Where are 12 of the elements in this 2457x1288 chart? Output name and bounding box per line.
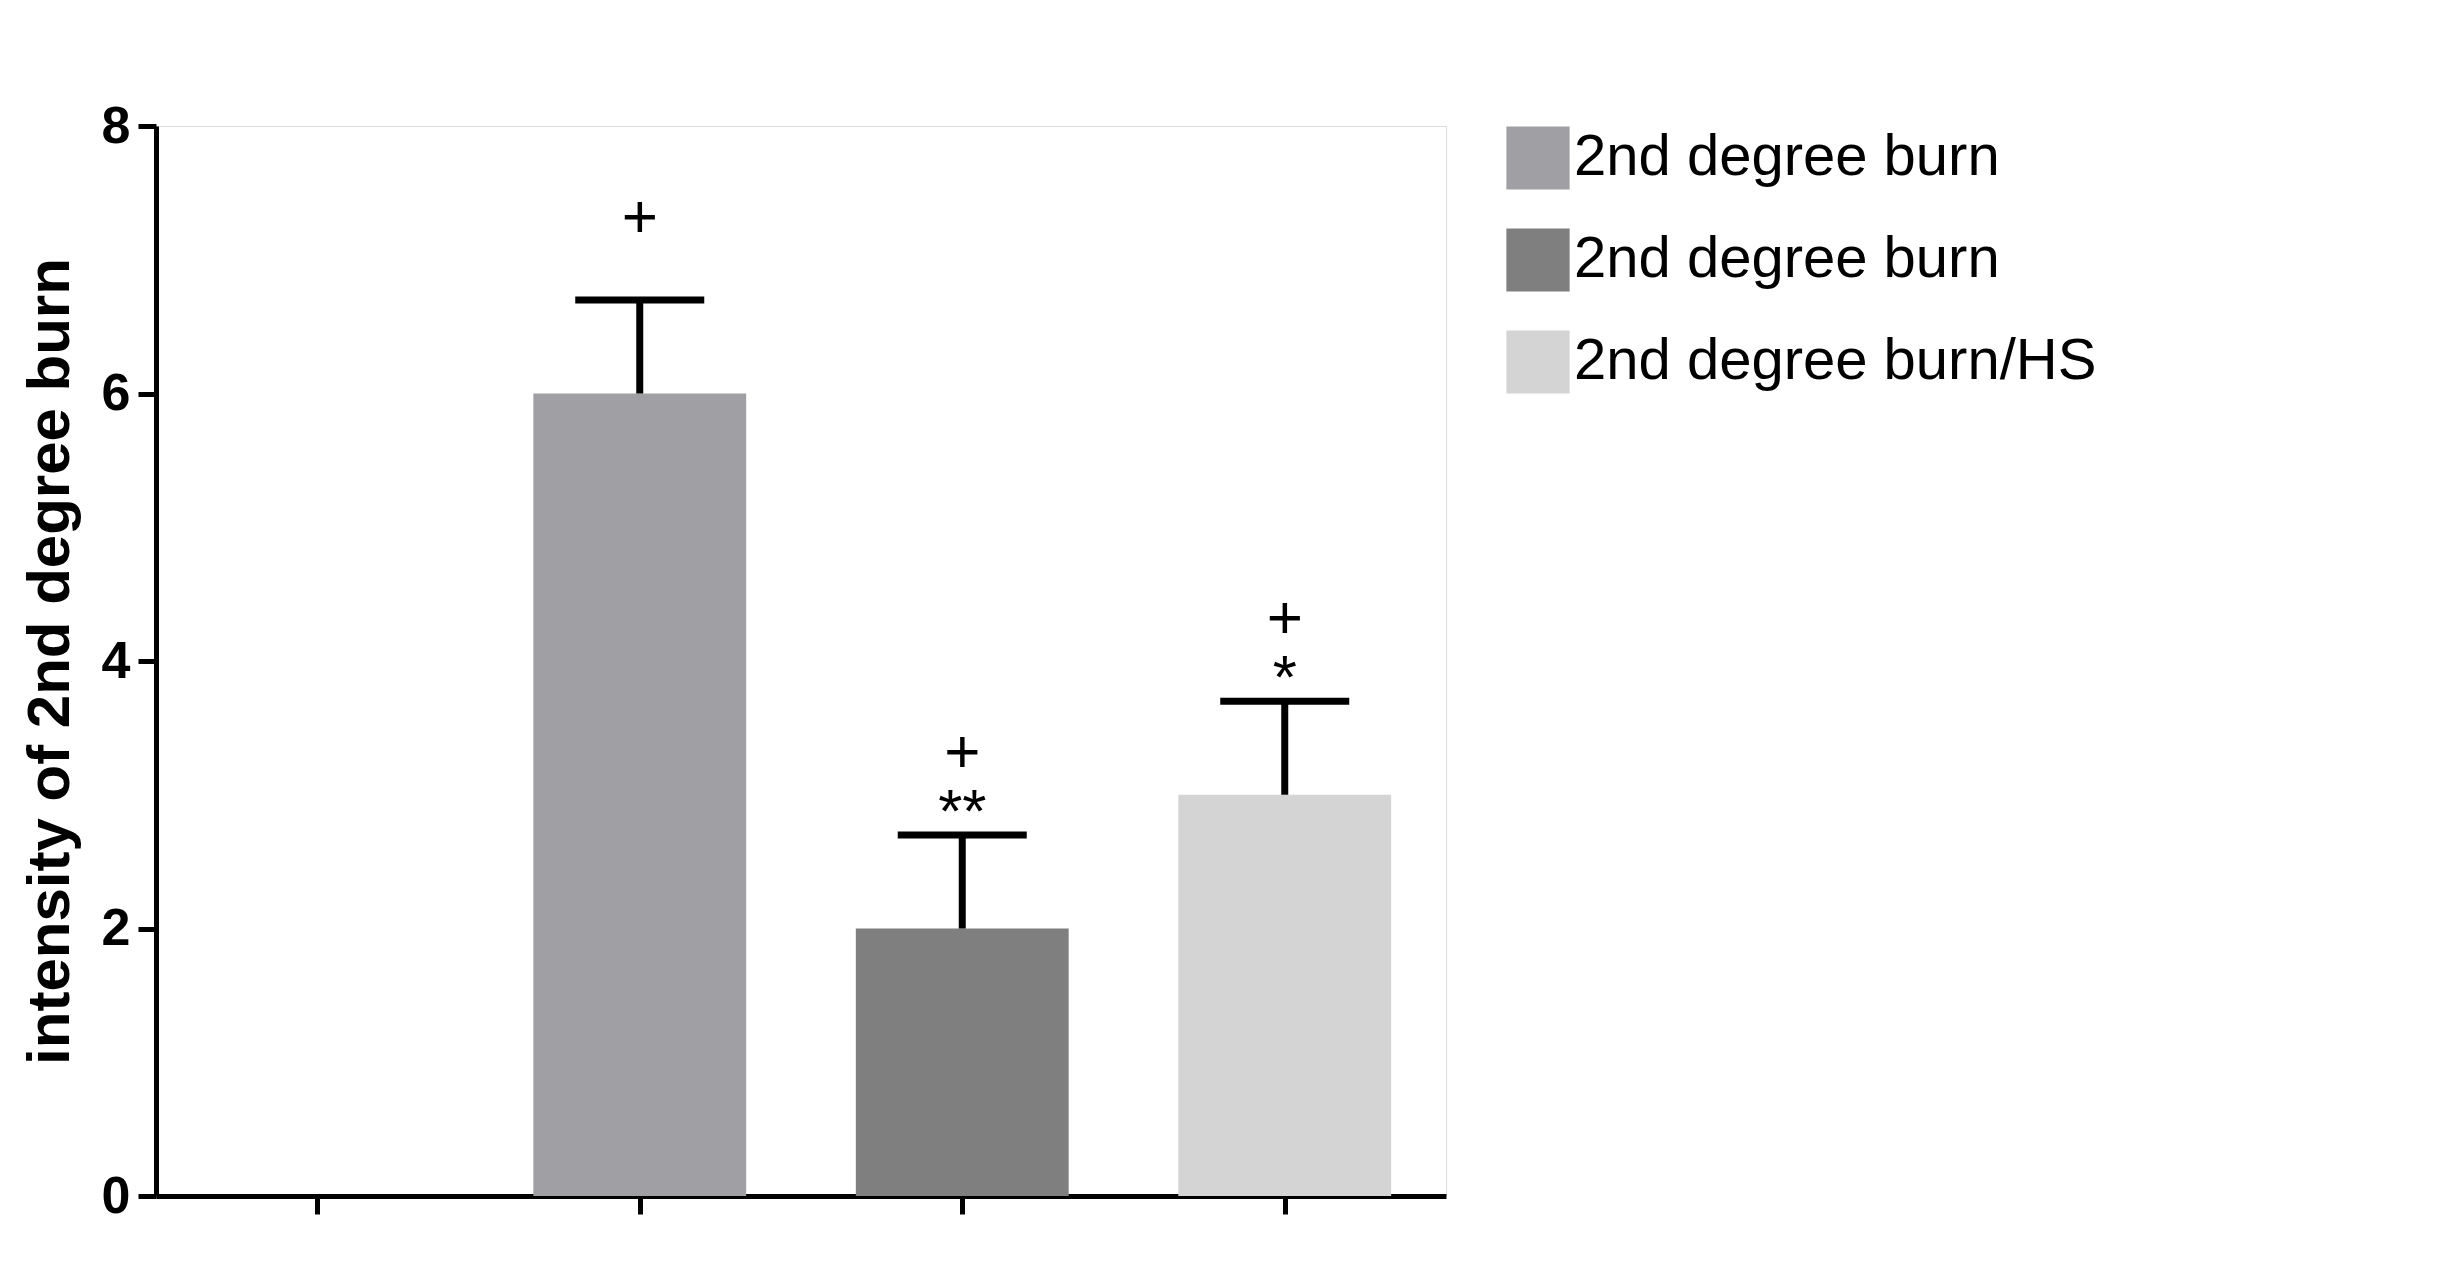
data-label: + ** — [938, 715, 987, 845]
legend-label: 2nd degree burn — [1574, 224, 2000, 289]
y-tick-label: 0 — [101, 1165, 131, 1224]
data-label: + — [621, 180, 658, 250]
y-tick-label: 8 — [101, 95, 131, 154]
y-tick-label: 2 — [101, 898, 131, 956]
legend-label: 2nd degree burn — [1574, 122, 2000, 187]
y-axis-title: intensity of 2nd degree burn — [14, 258, 82, 1065]
data-label: + * — [1266, 582, 1303, 712]
y-tick-label: 4 — [101, 630, 131, 689]
y-tick-label: 6 — [101, 363, 131, 421]
legend-label: 2nd degree burn/HS — [1574, 326, 2097, 391]
